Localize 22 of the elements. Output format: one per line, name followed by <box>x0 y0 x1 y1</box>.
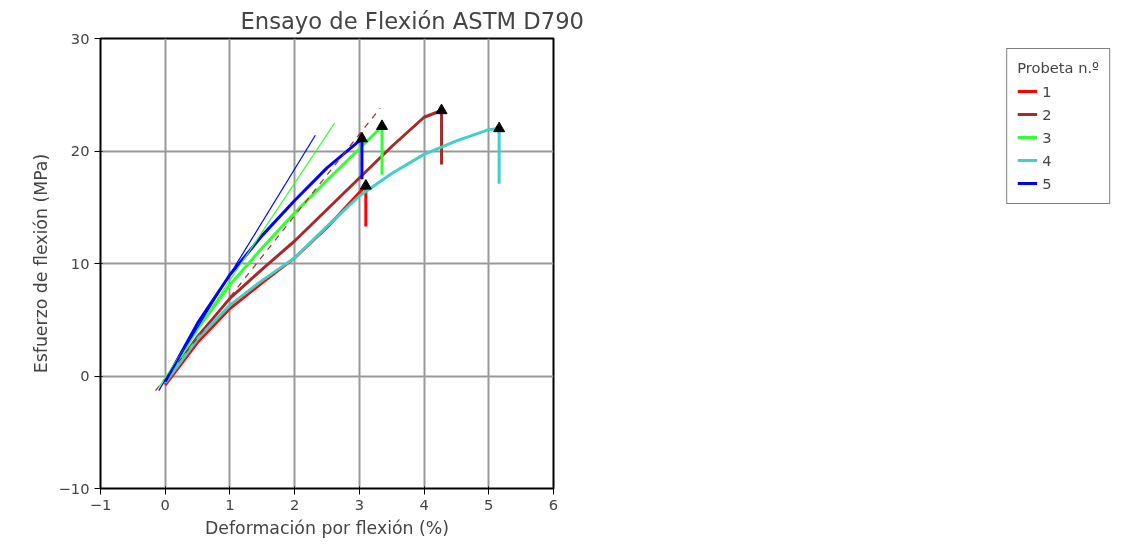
x-tick-label: 3 <box>354 495 365 513</box>
chart-title: Ensayo de Flexión ASTM D790 <box>240 7 585 34</box>
legend-label: 1 <box>1042 82 1053 100</box>
legend-label: 4 <box>1042 151 1053 169</box>
y-axis-title: Esfuerzo de flexión (MPa) <box>30 153 51 374</box>
legend-label: 2 <box>1042 105 1053 123</box>
x-tick-label: 0 <box>160 495 170 513</box>
x-tick-label: 5 <box>484 495 494 513</box>
y-tick-label: 10 <box>70 254 90 272</box>
y-tick-label: 30 <box>70 29 90 47</box>
legend-label: 5 <box>1042 174 1053 192</box>
x-tick-label: 6 <box>548 495 559 513</box>
x-tick-label: 1 <box>225 495 235 513</box>
y-tick-label: 0 <box>80 367 90 384</box>
legend-title: Probeta n.º <box>1017 59 1099 76</box>
x-axis-title: Deformación por flexión (%) <box>204 517 450 538</box>
x-tick-label: −1 <box>89 495 112 513</box>
legend-label: 3 <box>1042 128 1053 146</box>
x-tick-label: 2 <box>289 495 300 513</box>
y-tick-label: 20 <box>70 142 90 159</box>
y-tick-label: −10 <box>58 479 90 497</box>
x-tick-label: 4 <box>419 495 429 513</box>
